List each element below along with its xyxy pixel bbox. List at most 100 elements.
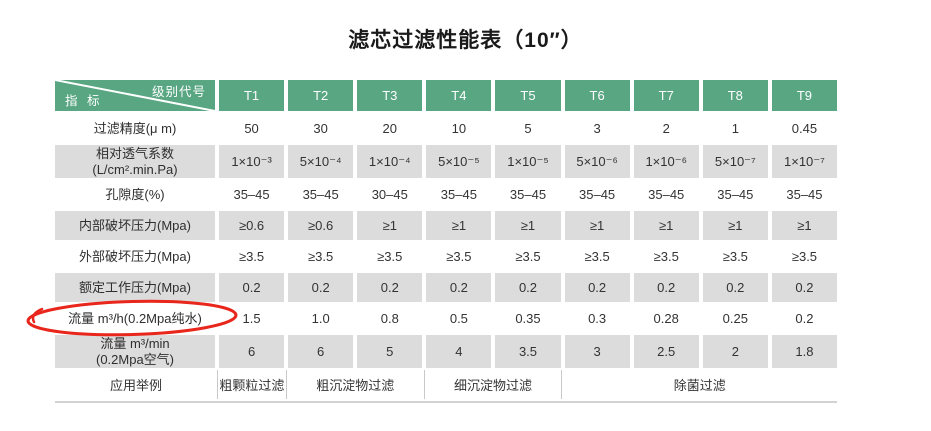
column-header-t8: T8 [702, 80, 768, 111]
application-row: 应用举例 粗颗粒过滤 粗沉淀物过滤 细沉淀物过滤 除菌过滤 [55, 370, 837, 403]
value-cell: 0.2 [219, 273, 285, 302]
value-cell: 0.2 [426, 273, 492, 302]
value-cell: 6 [219, 335, 285, 368]
application-cell: 粗沉淀物过滤 [285, 370, 424, 399]
table-row: 内部破坏压力(Mpa) ≥0.6 ≥0.6 ≥1 ≥1 ≥1 ≥1 ≥1 ≥1 ≥1 [55, 211, 837, 240]
row-label-line: 外部破坏压力(Mpa) [79, 248, 191, 264]
value-cell: 0.28 [653, 310, 679, 326]
row-label-line: (0.2Mpa空气) [95, 351, 175, 367]
value-cell: 1.5 [242, 310, 261, 326]
value-cell: 35–45 [579, 186, 616, 202]
value-cell: 35–45 [440, 186, 477, 202]
value-cell: 5×10⁻⁵ [426, 145, 492, 178]
value-cell: ≥3.5 [791, 248, 818, 264]
value-cell: 35–45 [233, 186, 270, 202]
corner-bottom-label: 指 标 [65, 94, 103, 108]
value-cell: 35–45 [786, 186, 823, 202]
value-cell: 50 [244, 120, 259, 136]
application-cell: 细沉淀物过滤 [423, 370, 562, 399]
row-label-line: 流量 m³/min [100, 336, 170, 352]
column-header-t7: T7 [633, 80, 699, 111]
value-cell: 0.2 [288, 273, 354, 302]
value-cell: ≥3.5 [446, 248, 472, 264]
value-cell: 0.3 [588, 310, 607, 326]
column-header-t5: T5 [495, 80, 561, 111]
column-header-t9: T9 [771, 80, 837, 111]
value-cell: 0.45 [791, 120, 818, 136]
value-cell: 0.2 [771, 273, 837, 302]
value-cell: 5 [357, 335, 423, 368]
value-cell: ≥0.6 [288, 211, 354, 240]
value-cell: ≥3.5 [377, 248, 403, 264]
column-header-t3: T3 [357, 80, 423, 111]
value-cell: 1×10⁻⁴ [357, 145, 423, 178]
value-cell: 1×10⁻³ [219, 145, 285, 178]
value-cell: 30 [313, 120, 328, 136]
value-cell: 3.5 [495, 335, 561, 368]
value-cell: 1.8 [771, 335, 837, 368]
value-cell: 5×10⁻⁴ [288, 145, 354, 178]
table-row: 流量 m³/min (0.2Mpa空气) 6 6 5 4 3.5 3 2.5 2 1.8 [55, 335, 837, 368]
column-header-t2: T2 [288, 80, 354, 111]
value-cell: 0.35 [515, 310, 541, 326]
value-cell: 30–45 [371, 186, 408, 202]
value-cell: 2.5 [633, 335, 699, 368]
value-cell: 5×10⁻⁷ [702, 145, 768, 178]
row-label: 过滤精度(μ m) [55, 114, 215, 143]
value-cell: 5 [524, 120, 532, 136]
application-cell: 粗颗粒过滤 [217, 370, 286, 399]
page-title: 滤芯过滤性能表（10″） [348, 29, 583, 52]
row-label-line: 流量 m³/h(0.2Mpa纯水) [68, 310, 202, 326]
column-header-t4: T4 [426, 80, 492, 111]
table-body: 过滤精度(μ m) 50 30 20 10 5 3 2 1 0.45 相对透气系数 (L/cm².mi… [55, 114, 837, 368]
row-label-line: (L/cm².min.Pa) [92, 161, 178, 177]
value-cell: ≥1 [495, 211, 561, 240]
value-cell: 2 [702, 335, 768, 368]
value-cell: ≥3.5 [238, 248, 265, 264]
column-header-t6: T6 [564, 80, 630, 111]
value-cell: 5×10⁻⁶ [564, 145, 630, 178]
row-label-line: 孔隙度(%) [105, 186, 165, 202]
value-cell: 3 [593, 120, 601, 136]
table-row: 流量 m³/h(0.2Mpa纯水) 1.5 1.0 0.8 0.5 0.35 0.3 0.28… [55, 304, 837, 333]
value-cell: 4 [426, 335, 492, 368]
value-cell: ≥1 [426, 211, 492, 240]
value-cell: 2 [662, 120, 670, 136]
value-cell: 0.2 [357, 273, 423, 302]
row-label-circled: 流量 m³/h(0.2Mpa纯水) [55, 304, 215, 333]
row-label: 额定工作压力(Mpa) [55, 273, 215, 302]
value-cell: 1×10⁻⁷ [771, 145, 837, 178]
value-cell: 35–45 [509, 186, 547, 202]
diagonal-divider-line [55, 80, 215, 111]
value-cell: 0.2 [564, 273, 630, 302]
value-cell: ≥3.5 [584, 248, 610, 264]
value-cell: ≥1 [702, 211, 768, 240]
value-cell: ≥3.5 [308, 248, 334, 264]
row-label: 孔隙度(%) [55, 180, 215, 209]
value-cell: ≥3.5 [653, 248, 679, 264]
value-cell: 0.2 [495, 273, 561, 302]
value-cell: 35–45 [302, 186, 339, 202]
value-cell: 0.5 [449, 310, 468, 326]
row-label: 相对透气系数 (L/cm².min.Pa) [55, 145, 215, 178]
value-cell: 0.2 [633, 273, 699, 302]
value-cell: 0.8 [380, 310, 399, 326]
value-cell: 0.25 [722, 310, 748, 326]
value-cell: ≥1 [357, 211, 423, 240]
value-cell: 10 [451, 120, 467, 136]
value-cell: 1×10⁻⁶ [633, 145, 699, 178]
value-cell: ≥1 [771, 211, 837, 240]
corner-top-label: 级别代号 [151, 85, 206, 99]
value-cell: 35–45 [648, 186, 685, 202]
application-row-label: 应用举例 [109, 378, 162, 393]
value-cell: 1 [731, 120, 739, 136]
table-header-row: 级别代号 指 标 T1 T2 T3 T4 T5 T6 T7 T8 T9 [55, 80, 837, 111]
value-cell: ≥0.6 [219, 211, 285, 240]
value-cell: 35–45 [717, 186, 754, 202]
row-label-line: 内部破坏压力(Mpa) [79, 217, 191, 233]
row-label: 外部破坏压力(Mpa) [55, 242, 215, 271]
value-cell: ≥3.5 [722, 248, 748, 264]
table-row: 过滤精度(μ m) 50 30 20 10 5 3 2 1 0.45 [55, 114, 837, 143]
application-cell: 除菌过滤 [561, 370, 837, 399]
